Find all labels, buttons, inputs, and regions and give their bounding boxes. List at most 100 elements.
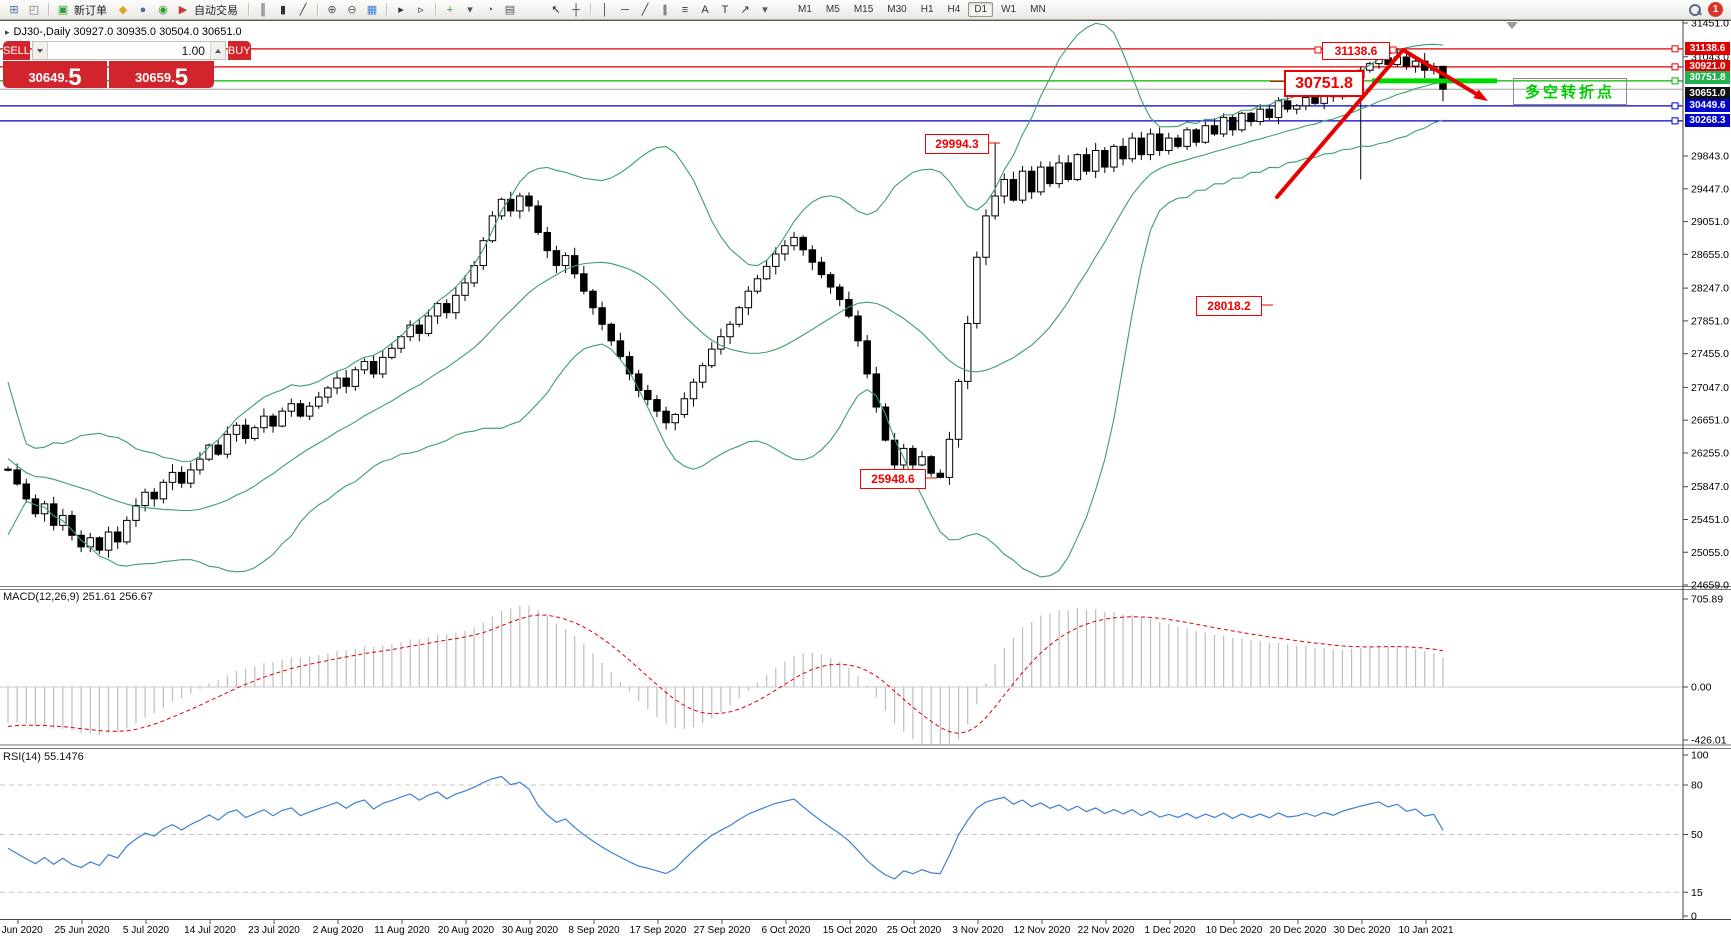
search-icon[interactable] bbox=[1688, 3, 1702, 17]
indicators-dropdown-icon[interactable]: ▾ bbox=[467, 4, 473, 16]
zoom-in-icon[interactable]: ⊕ bbox=[327, 4, 337, 16]
price-annotation-label[interactable]: 29994.3 bbox=[925, 134, 989, 154]
bear-candle bbox=[927, 456, 935, 474]
bear-candle bbox=[1137, 137, 1146, 156]
autotrading-icon[interactable]: ▶ bbox=[178, 4, 188, 16]
timeframe-mn[interactable]: MN bbox=[1030, 4, 1046, 15]
timeframe-m15[interactable]: M15 bbox=[853, 4, 874, 15]
symbol-header: ▸ DJ30-,Daily 30927.0 30935.0 30504.0 306… bbox=[5, 26, 242, 38]
timeframe-m1[interactable]: M1 bbox=[798, 4, 812, 15]
trendline-icon[interactable]: ╱ bbox=[641, 4, 649, 16]
bull-candle bbox=[1201, 125, 1210, 143]
tile-windows-icon[interactable]: ▦ bbox=[366, 4, 378, 16]
new-order-icon[interactable]: ▣ bbox=[57, 4, 69, 16]
sell-price-button[interactable]: 30649. 5 bbox=[3, 61, 107, 89]
autotrading-label[interactable]: 自动交易 bbox=[194, 4, 238, 17]
timeframe-h4[interactable]: H4 bbox=[947, 4, 961, 15]
date-tick-label: 12 Nov 2020 bbox=[1014, 925, 1071, 936]
arrows-icon[interactable]: ↗ bbox=[740, 4, 750, 16]
bear-candle bbox=[342, 377, 350, 387]
volume-decrease-button[interactable] bbox=[32, 42, 48, 59]
bar-chart-icon[interactable]: ║ bbox=[259, 3, 267, 16]
volume-increase-button[interactable] bbox=[209, 42, 225, 59]
bull-candle bbox=[1165, 137, 1173, 152]
level-line-handle[interactable] bbox=[1671, 117, 1679, 125]
bull-candle bbox=[717, 336, 725, 350]
red-down-arrow-line[interactable] bbox=[1401, 48, 1478, 96]
price-annotation-label[interactable]: 31138.6 bbox=[1322, 42, 1390, 60]
volume-input[interactable] bbox=[47, 42, 210, 59]
text-annotation[interactable]: 多空转折点 bbox=[1513, 78, 1627, 105]
bull-candle bbox=[762, 265, 771, 280]
collapse-arrow-icon[interactable]: ▸ bbox=[5, 27, 10, 37]
price-annotation-label[interactable]: 30751.8 bbox=[1284, 70, 1364, 97]
sell-button[interactable]: SELL bbox=[3, 41, 30, 60]
new-chart-icon[interactable]: ⊞ bbox=[9, 4, 19, 16]
vertical-line-icon[interactable]: │ bbox=[601, 3, 609, 16]
bull-candle bbox=[461, 282, 469, 296]
bear-candle bbox=[49, 503, 58, 526]
annotations-layer[interactable] bbox=[924, 46, 1497, 479]
timeframe-d1[interactable]: D1 bbox=[968, 2, 994, 17]
indicators-icon[interactable]: + bbox=[446, 3, 454, 16]
periods-icon[interactable]: ◔ bbox=[486, 3, 494, 16]
auto-scroll-icon[interactable]: ▸ bbox=[398, 4, 404, 16]
text-label-icon[interactable]: T bbox=[721, 3, 729, 16]
bull-candle bbox=[388, 347, 396, 358]
toolbar-separator bbox=[317, 3, 318, 16]
horizontal-line-icon[interactable]: ─ bbox=[621, 3, 629, 16]
level-line-handle[interactable] bbox=[1671, 45, 1679, 53]
bear-candle bbox=[616, 340, 625, 358]
bull-candle bbox=[424, 315, 433, 334]
text-icon[interactable]: A bbox=[701, 3, 709, 16]
candlestick-chart-icon[interactable]: ▮ bbox=[279, 4, 287, 16]
bull-candle bbox=[1110, 145, 1118, 168]
level-line-handle[interactable] bbox=[1671, 77, 1679, 85]
bull-candle bbox=[315, 396, 323, 407]
rsi-axis-label: 80 bbox=[1691, 780, 1703, 792]
community-icon[interactable]: ● bbox=[139, 3, 147, 16]
price-tick-label: 25847.0 bbox=[1691, 481, 1729, 493]
line-chart-icon[interactable]: ╱ bbox=[299, 4, 307, 16]
buy-button[interactable]: BUY bbox=[227, 41, 251, 60]
thick-green-trendline[interactable] bbox=[1372, 78, 1497, 84]
crosshair-icon[interactable]: ┼ bbox=[572, 3, 580, 16]
red-up-trendline[interactable] bbox=[1275, 48, 1405, 199]
bull-candle bbox=[497, 198, 506, 217]
timeframe-h1[interactable]: H1 bbox=[920, 4, 934, 15]
buy-price-button[interactable]: 30659. 5 bbox=[109, 61, 214, 89]
notification-bubble-icon[interactable]: 1 bbox=[1708, 2, 1723, 17]
price-annotation-label[interactable]: 28018.2 bbox=[1196, 296, 1262, 316]
highlight-icon[interactable]: ◆ bbox=[118, 4, 128, 16]
bull-candle bbox=[223, 433, 232, 455]
templates-icon[interactable]: ▤ bbox=[504, 4, 516, 16]
price-tick-label: 25451.0 bbox=[1691, 514, 1729, 526]
new-order-label[interactable]: 新订单 bbox=[74, 4, 107, 17]
cursor-icon[interactable]: ↖ bbox=[551, 4, 561, 16]
chart-profile-icon[interactable]: ◰ bbox=[28, 4, 40, 16]
level-line-handle[interactable] bbox=[1671, 102, 1679, 110]
rsi-axis-label: 50 bbox=[1691, 829, 1703, 841]
date-tick-label: 6 Oct 2020 bbox=[762, 925, 811, 936]
date-tick-label: 5 Jun 2020 bbox=[0, 925, 43, 936]
rsi-axis-label: 100 bbox=[1691, 750, 1709, 762]
date-tick-label: 5 Jul 2020 bbox=[123, 925, 170, 936]
channel-icon[interactable]: ∥ bbox=[662, 4, 668, 16]
signals-icon[interactable]: ◉ bbox=[158, 4, 168, 16]
price-annotation-label[interactable]: 25948.6 bbox=[860, 469, 926, 489]
bear-candle bbox=[826, 274, 835, 288]
bull-candle bbox=[187, 469, 195, 484]
bull-candle bbox=[159, 481, 168, 500]
chart-shift-icon[interactable]: ▹ bbox=[418, 4, 424, 16]
chart-shift-marker-icon[interactable] bbox=[1506, 22, 1518, 29]
timeframe-m5[interactable]: M5 bbox=[825, 4, 840, 15]
timeframe-w1[interactable]: W1 bbox=[1001, 4, 1017, 15]
bear-candle bbox=[77, 534, 85, 548]
timeframe-m30[interactable]: M30 bbox=[887, 4, 907, 15]
fibonacci-icon[interactable]: ≡ bbox=[681, 3, 689, 16]
zoom-out-icon[interactable]: ⊖ bbox=[347, 4, 357, 16]
bear-candle bbox=[662, 410, 670, 424]
bear-candle bbox=[881, 406, 890, 441]
arrows-dropdown-icon[interactable]: ▾ bbox=[762, 4, 768, 16]
level-line-handle[interactable] bbox=[1671, 63, 1679, 71]
